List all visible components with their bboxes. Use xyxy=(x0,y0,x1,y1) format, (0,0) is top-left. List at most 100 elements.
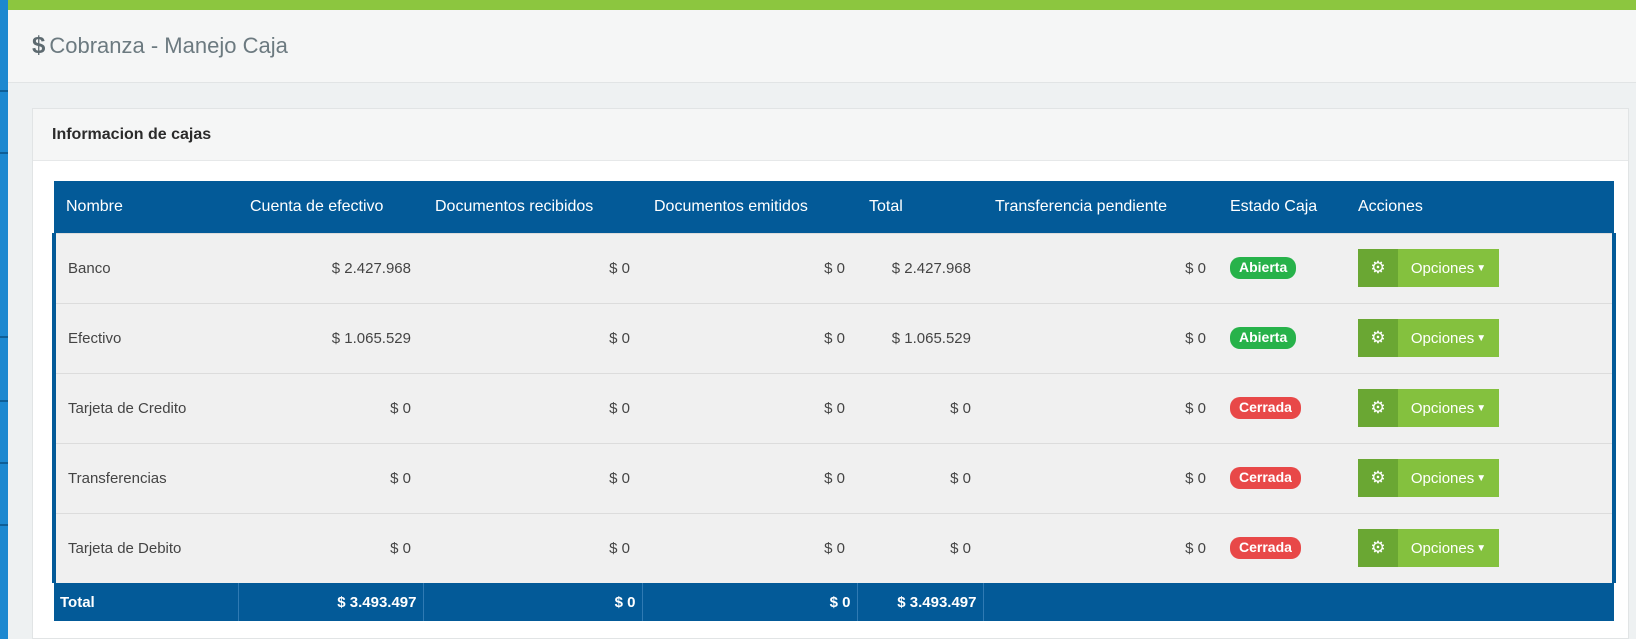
cell-total: $ 0 xyxy=(857,372,983,443)
sidebar-divider xyxy=(0,462,8,464)
top-accent-bar xyxy=(8,0,1636,10)
cell-documentos-recibidos: $ 0 xyxy=(423,512,642,583)
cell-cuenta-efectivo: $ 1.065.529 xyxy=(238,302,423,373)
cell-total: $ 1.065.529 xyxy=(857,302,983,373)
opciones-button[interactable]: ⚙ Opciones ▼ xyxy=(1358,459,1499,497)
caret-down-icon: ▼ xyxy=(1476,262,1487,274)
status-badge: Cerrada xyxy=(1230,397,1301,419)
opciones-button[interactable]: ⚙ Opciones ▼ xyxy=(1358,319,1499,357)
table-row: Transferencias $ 0 $ 0 $ 0 $ 0 $ 0 Cerra… xyxy=(52,442,1616,513)
cell-nombre: Tarjeta de Debito xyxy=(52,512,238,583)
gear-icon: ⚙ xyxy=(1358,529,1398,568)
column-header-acciones: Acciones xyxy=(1346,181,1614,233)
cell-transferencia-pendiente: $ 0 xyxy=(983,302,1218,373)
status-badge: Cerrada xyxy=(1230,537,1301,560)
cell-total: $ 2.427.968 xyxy=(857,232,983,303)
cell-documentos-emitidos: $ 0 xyxy=(642,232,857,303)
cell-acciones: ⚙ Opciones ▼ xyxy=(1346,442,1616,513)
sidebar-divider xyxy=(0,90,8,92)
status-badge: Abierta xyxy=(1230,257,1297,279)
cell-total: $ 0 xyxy=(857,512,983,583)
cajas-table: Nombre Cuenta de efectivo Documentos rec… xyxy=(52,181,1616,621)
footer-total: $ 3.493.497 xyxy=(857,583,984,621)
page-header: $ Cobranza - Manejo Caja xyxy=(8,10,1636,83)
cell-acciones: ⚙ Opciones ▼ xyxy=(1346,302,1616,373)
cell-acciones: ⚙ Opciones ▼ xyxy=(1346,372,1616,443)
column-header-total[interactable]: Total xyxy=(857,181,983,233)
gear-icon: ⚙ xyxy=(1358,249,1398,287)
opciones-label: Opciones ▼ xyxy=(1398,529,1499,568)
cell-transferencia-pendiente: $ 0 xyxy=(983,442,1218,513)
footer-cuenta-efectivo: $ 3.493.497 xyxy=(238,583,424,621)
left-sidebar-strip xyxy=(0,0,8,639)
column-header-transferencia-pendiente[interactable]: Transferencia pendiente xyxy=(983,181,1218,233)
opciones-label: Opciones ▼ xyxy=(1398,319,1499,357)
sidebar-divider xyxy=(0,336,8,338)
opciones-label: Opciones ▼ xyxy=(1398,389,1499,427)
opciones-label: Opciones ▼ xyxy=(1398,459,1499,497)
cell-nombre: Banco xyxy=(52,232,238,303)
table-row: Tarjeta de Debito $ 0 $ 0 $ 0 $ 0 $ 0 Ce… xyxy=(52,512,1616,583)
table-footer-row: Total $ 3.493.497 $ 0 $ 0 $ 3.493.497 xyxy=(54,583,1614,621)
cell-acciones: ⚙ Opciones ▼ xyxy=(1346,232,1616,303)
cell-documentos-recibidos: $ 0 xyxy=(423,302,642,373)
cell-nombre: Transferencias xyxy=(52,442,238,513)
column-header-estado-caja[interactable]: Estado Caja xyxy=(1218,181,1346,233)
table-row: Tarjeta de Credito $ 0 $ 0 $ 0 $ 0 $ 0 C… xyxy=(52,372,1616,443)
column-header-nombre[interactable]: Nombre xyxy=(54,181,238,233)
cell-acciones: ⚙ Opciones ▼ xyxy=(1346,512,1616,583)
panel-title: Informacion de cajas xyxy=(33,109,1628,161)
cell-estado: Cerrada xyxy=(1218,512,1346,583)
cell-cuenta-efectivo: $ 0 xyxy=(238,372,423,443)
cell-documentos-recibidos: $ 0 xyxy=(423,232,642,303)
gear-icon: ⚙ xyxy=(1358,389,1398,427)
caret-down-icon: ▼ xyxy=(1476,332,1487,344)
footer-documentos-emitidos: $ 0 xyxy=(642,583,858,621)
cell-documentos-recibidos: $ 0 xyxy=(423,442,642,513)
footer-empty xyxy=(983,583,1614,621)
status-badge: Abierta xyxy=(1230,327,1297,349)
dollar-icon: $ xyxy=(32,32,46,59)
caret-down-icon: ▼ xyxy=(1476,472,1487,484)
caret-down-icon: ▼ xyxy=(1476,402,1487,414)
cell-documentos-emitidos: $ 0 xyxy=(642,442,857,513)
cell-cuenta-efectivo: $ 0 xyxy=(238,442,423,513)
cell-estado: Abierta xyxy=(1218,302,1346,373)
cell-nombre: Efectivo xyxy=(52,302,238,373)
cell-documentos-recibidos: $ 0 xyxy=(423,372,642,443)
opciones-button[interactable]: ⚙ Opciones ▼ xyxy=(1358,389,1499,427)
cell-documentos-emitidos: $ 0 xyxy=(642,512,857,583)
cell-documentos-emitidos: $ 0 xyxy=(642,372,857,443)
sidebar-divider xyxy=(0,524,8,526)
cell-documentos-emitidos: $ 0 xyxy=(642,302,857,373)
page-title-text: Cobranza - Manejo Caja xyxy=(49,33,288,58)
table-row: Efectivo $ 1.065.529 $ 0 $ 0 $ 1.065.529… xyxy=(52,302,1616,373)
cell-cuenta-efectivo: $ 0 xyxy=(238,512,423,583)
cell-total: $ 0 xyxy=(857,442,983,513)
status-badge: Cerrada xyxy=(1230,467,1301,489)
cell-estado: Abierta xyxy=(1218,232,1346,303)
column-header-documentos-recibidos[interactable]: Documentos recibidos xyxy=(423,181,642,233)
table-header-row: Nombre Cuenta de efectivo Documentos rec… xyxy=(54,181,1614,233)
footer-documentos-recibidos: $ 0 xyxy=(423,583,643,621)
caret-down-icon: ▼ xyxy=(1476,542,1487,554)
cell-estado: Cerrada xyxy=(1218,442,1346,513)
cajas-panel: Informacion de cajas Nombre Cuenta de ef… xyxy=(32,108,1629,639)
sidebar-divider xyxy=(0,400,8,402)
opciones-label: Opciones ▼ xyxy=(1398,249,1499,287)
cell-estado: Cerrada xyxy=(1218,372,1346,443)
cell-transferencia-pendiente: $ 0 xyxy=(983,372,1218,443)
opciones-button[interactable]: ⚙ Opciones ▼ xyxy=(1358,529,1499,568)
gear-icon: ⚙ xyxy=(1358,459,1398,497)
opciones-button[interactable]: ⚙ Opciones ▼ xyxy=(1358,249,1499,287)
cell-nombre: Tarjeta de Credito xyxy=(52,372,238,443)
gear-icon: ⚙ xyxy=(1358,319,1398,357)
page-title: $ Cobranza - Manejo Caja xyxy=(32,32,288,60)
cell-transferencia-pendiente: $ 0 xyxy=(983,512,1218,583)
cell-transferencia-pendiente: $ 0 xyxy=(983,232,1218,303)
footer-total-label: Total xyxy=(54,583,239,621)
column-header-cuenta-efectivo[interactable]: Cuenta de efectivo xyxy=(238,181,423,233)
column-header-documentos-emitidos[interactable]: Documentos emitidos xyxy=(642,181,857,233)
cell-cuenta-efectivo: $ 2.427.968 xyxy=(238,232,423,303)
table-row: Banco $ 2.427.968 $ 0 $ 0 $ 2.427.968 $ … xyxy=(52,232,1616,303)
